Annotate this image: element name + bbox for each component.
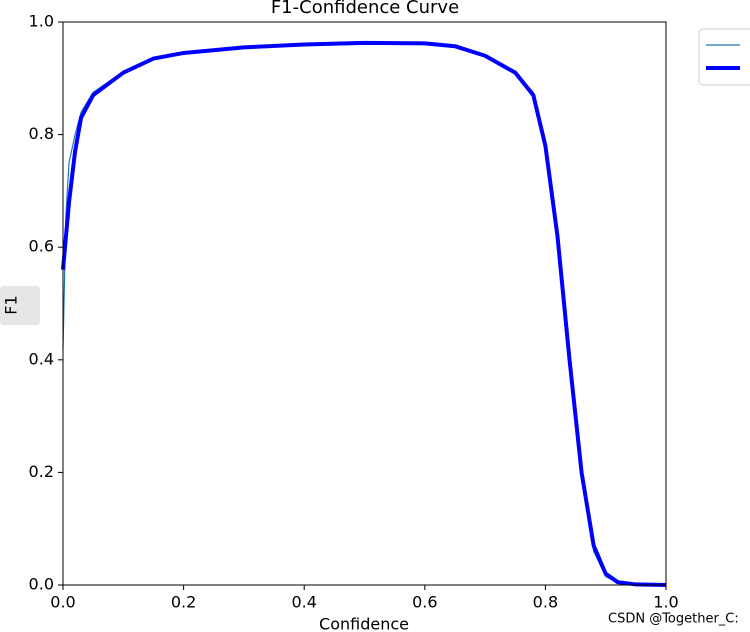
- y-tick-label: 0.6: [29, 237, 54, 256]
- y-tick-label: 0.2: [29, 462, 54, 481]
- series-line: [61, 40, 667, 587]
- x-axis-label: Confidence: [319, 615, 409, 632]
- y-label-box: [0, 286, 40, 325]
- y-tick-label: 0.0: [29, 575, 54, 594]
- x-tick-label: 0.0: [50, 593, 75, 612]
- x-tick-label: 0.2: [171, 593, 196, 612]
- chart-title: F1-Confidence Curve: [271, 0, 459, 18]
- x-tick-label: 0.6: [412, 593, 437, 612]
- x-tick-label: 0.8: [533, 593, 558, 612]
- legend-box: [698, 28, 750, 86]
- axes-frame: [62, 21, 667, 586]
- watermark: CSDN @Together_C:: [608, 612, 739, 627]
- x-tick-label: 0.4: [291, 593, 316, 612]
- y-tick-label: 0.8: [29, 124, 54, 143]
- y-axis-label: F1: [2, 295, 21, 314]
- series-line: [62, 42, 667, 586]
- y-tick-label: 1.0: [29, 12, 54, 31]
- y-tick-label: 0.4: [29, 349, 54, 368]
- x-tick-label: 1.0: [653, 593, 678, 612]
